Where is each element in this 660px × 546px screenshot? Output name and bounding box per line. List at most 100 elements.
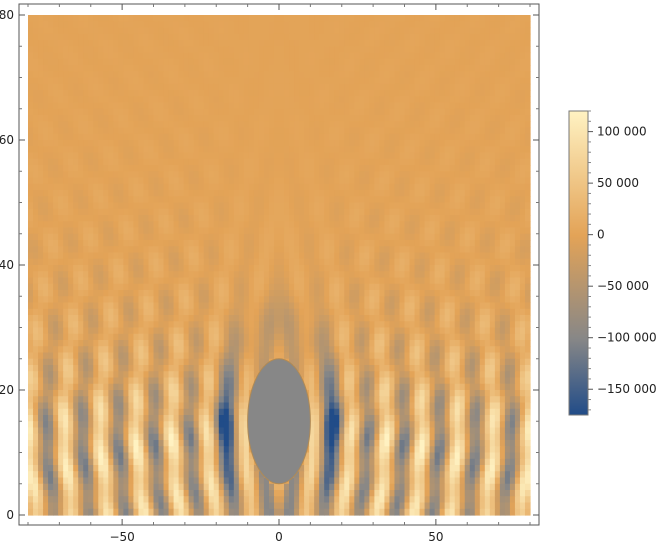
heatmap-cell <box>524 140 531 147</box>
heatmap-cell <box>279 158 285 166</box>
heatmap-cell <box>218 202 225 210</box>
heatmap-cell <box>103 133 109 141</box>
heatmap-cell <box>268 190 275 197</box>
heatmap-cell <box>83 190 89 197</box>
heatmap-cell <box>228 46 235 54</box>
heatmap-cell <box>384 315 391 322</box>
heatmap-cell <box>148 283 155 291</box>
heatmap-cell <box>268 302 275 310</box>
heatmap-cell <box>173 196 180 204</box>
heatmap-cell <box>374 290 380 297</box>
heatmap-cell <box>163 40 170 47</box>
heatmap-cell <box>429 215 436 222</box>
heatmap-cell <box>183 33 190 41</box>
heatmap-cell <box>324 277 330 285</box>
heatmap-cell <box>83 321 89 329</box>
heatmap-cell <box>344 121 350 129</box>
heatmap-cell <box>519 271 526 279</box>
heatmap-cell <box>238 146 245 154</box>
heatmap-cell <box>494 152 501 160</box>
heatmap-cell <box>379 40 386 47</box>
heatmap-cell <box>394 271 401 279</box>
heatmap-cell <box>268 40 275 47</box>
heatmap-cell <box>188 308 195 316</box>
heatmap-cell <box>88 21 94 29</box>
heatmap-cell <box>83 196 89 204</box>
heatmap-cell <box>223 102 230 110</box>
heatmap-cell <box>63 71 69 79</box>
heatmap-cell <box>93 196 99 204</box>
heatmap-cell <box>314 165 320 172</box>
heatmap-cell <box>168 315 175 322</box>
heatmap-cell <box>223 77 230 85</box>
heatmap-cell <box>434 140 441 147</box>
heatmap-cell <box>258 233 265 241</box>
heatmap-cell <box>158 96 165 104</box>
heatmap-cell <box>158 65 165 72</box>
heatmap-cell <box>43 133 49 141</box>
heatmap-cell <box>83 277 89 285</box>
heatmap-cell <box>354 121 360 129</box>
heatmap-cell <box>334 96 340 104</box>
heatmap-cell <box>248 171 255 179</box>
heatmap-cell <box>68 121 74 129</box>
heatmap-cell <box>419 27 426 35</box>
heatmap-cell <box>203 140 210 147</box>
heatmap-cell <box>273 15 280 22</box>
heatmap-cell <box>268 265 275 272</box>
heatmap-cell <box>304 71 310 79</box>
heatmap-cell <box>183 240 190 247</box>
heatmap-cell <box>439 71 446 79</box>
heatmap-cell <box>374 40 380 47</box>
heatmap-cell <box>384 127 391 135</box>
heatmap-cell <box>309 252 315 260</box>
heatmap-cell <box>168 183 175 191</box>
heatmap-cell <box>83 96 89 104</box>
heatmap-cell <box>63 177 69 185</box>
heatmap-cell <box>374 190 380 197</box>
heatmap-cell <box>404 208 411 216</box>
heatmap-cell <box>48 271 54 279</box>
heatmap-cell <box>263 240 270 247</box>
heatmap-cell <box>404 27 411 35</box>
heatmap-cell <box>113 271 119 279</box>
heatmap-cell <box>88 227 94 235</box>
heatmap-cell <box>414 190 421 197</box>
heatmap-cell <box>284 296 290 304</box>
heatmap-cell <box>479 158 486 166</box>
heatmap-cell <box>233 171 240 179</box>
heatmap-cell <box>48 140 54 147</box>
heatmap-cell <box>58 227 64 235</box>
heatmap-cell <box>489 265 496 272</box>
heatmap-cell <box>444 183 451 191</box>
heatmap-cell <box>519 183 526 191</box>
heatmap-cell <box>223 133 230 141</box>
heatmap-cell <box>309 171 315 179</box>
heatmap-cell <box>133 108 140 116</box>
heatmap-cell <box>279 296 285 304</box>
heatmap-cell <box>359 265 365 272</box>
heatmap-cell <box>38 321 44 329</box>
heatmap-cell <box>53 58 59 66</box>
heatmap-cell <box>48 83 54 91</box>
heatmap-cell <box>153 152 160 160</box>
heatmap-cell <box>63 171 69 179</box>
heatmap-cell <box>314 102 320 110</box>
heatmap-cell <box>118 90 124 97</box>
heatmap-cell <box>68 96 74 104</box>
heatmap-cell <box>459 33 466 41</box>
heatmap-cell <box>479 71 486 79</box>
heatmap-cell <box>304 252 310 260</box>
heatmap-cell <box>178 71 185 79</box>
heatmap-cell <box>354 196 360 204</box>
heatmap-cell <box>349 146 355 154</box>
heatmap-cell <box>53 115 59 122</box>
heatmap-cell <box>193 108 200 116</box>
heatmap-cell <box>58 183 64 191</box>
heatmap-cell <box>464 252 471 260</box>
heatmap-cell <box>108 246 114 254</box>
heatmap-cell <box>153 315 160 322</box>
heatmap-cell <box>284 221 290 229</box>
heatmap-cell <box>48 246 54 254</box>
heatmap-cell <box>299 33 305 41</box>
